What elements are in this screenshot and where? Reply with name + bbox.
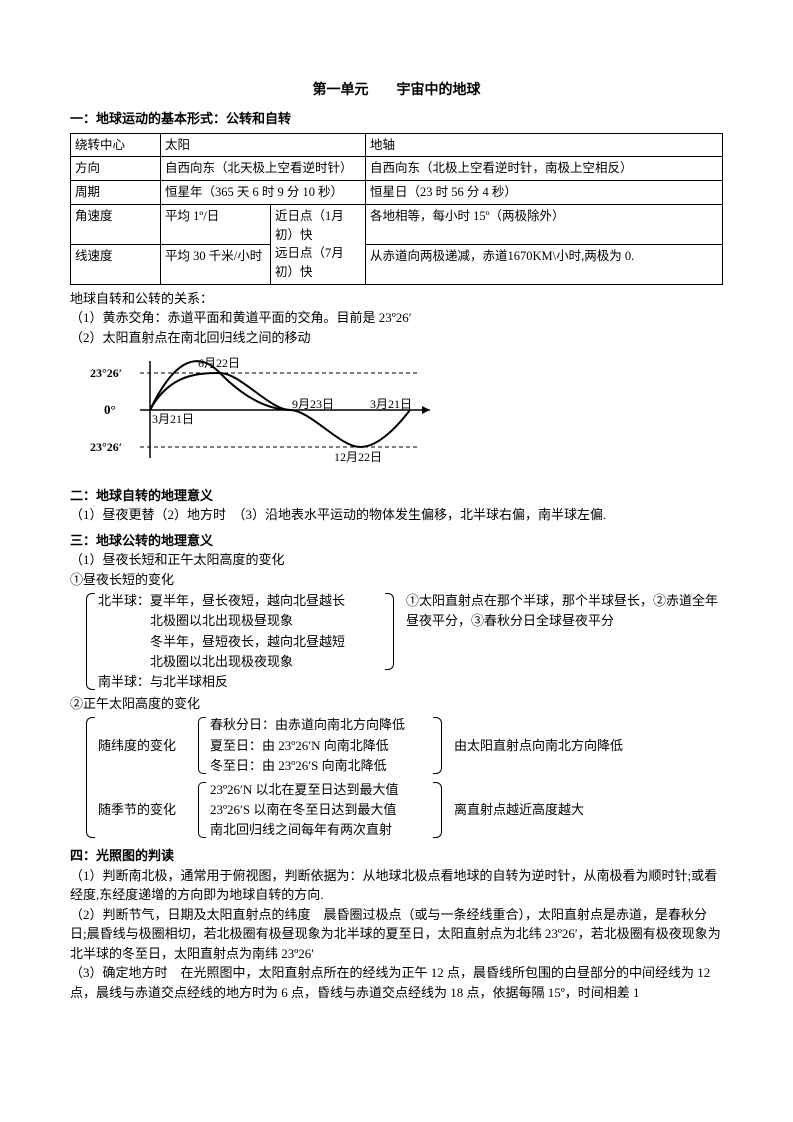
sec3-p1: （1）昼夜长短和正午太阳高度的变化 — [70, 550, 723, 570]
motion-table: 绕转中心太阳地轴 方向自西向东（北天极上空看逆时针）自西向东（北极上空看逆时针，… — [70, 133, 723, 285]
daylight-brace: 北半球：夏半年，昼长夜短，越向北昼越长 北极圈以北出现极昼现象 冬半年，昼短夜长… — [80, 591, 723, 692]
relation-text: 地球自转和公转的关系： — [70, 289, 723, 309]
sec2-p1: （1）昼夜更替（2）地方时 （3）沿地表水平运动的物体发生偏移，北半球右偏，南半… — [70, 505, 723, 525]
svg-text:3月21日: 3月21日 — [152, 412, 194, 426]
lat-label: 随纬度的变化 — [98, 736, 188, 756]
sec4-head: 四：光照图的判读 — [70, 846, 723, 866]
relation-2: （2）太阳直射点在南北回归线之间的移动 — [70, 328, 723, 348]
svg-text:3月21日: 3月21日 — [370, 397, 412, 411]
season-label: 随季节的变化 — [98, 800, 188, 820]
sec4-p2: （2）判断节气，日期及太阳直射点的纬度 晨昏圈过极点（或与一条经线重合），太阳直… — [70, 905, 723, 964]
solar-declination-diagram: 23°26′ 0° 23°26′ 3月21日 6月22日 9月23日 12月22… — [80, 353, 440, 468]
table-row: 角速度平均 1º/日近日点（1月初）快远日点（7月初）快各地相等，每小时 15º… — [71, 204, 723, 244]
sec2-head: 二：地球自转的地理意义 — [70, 486, 723, 506]
lat-right: 由太阳直射点向南北方向降低 — [454, 736, 623, 756]
table-row: 绕转中心太阳地轴 — [71, 133, 723, 157]
sec4-p1: （1）判断南北极，通常用于俯视图，判断依据为：从地球北极点看地球的自转为逆时针，… — [70, 866, 723, 905]
sec3-head: 三：地球公转的地理意义 — [70, 531, 723, 551]
table-row: 线速度平均 30 千米/小时从赤道向两极递减，赤道1670KM\小时,两极为 0… — [71, 244, 723, 284]
svg-text:0°: 0° — [104, 402, 116, 417]
svg-text:9月23日: 9月23日 — [292, 397, 334, 411]
table-row: 方向自西向东（北天极上空看逆时针）自西向东（北极上空看逆时针，南极上空相反） — [71, 157, 723, 181]
svg-text:12月22日: 12月22日 — [334, 450, 382, 464]
svg-text:6月22日: 6月22日 — [198, 356, 240, 370]
sec3-b: ②正午太阳高度的变化 — [70, 694, 723, 714]
table-row: 周期恒星年（365 天 6 时 9 分 10 秒）恒星日（23 时 56 分 4… — [71, 181, 723, 205]
sec1-head: 一：地球运动的基本形式：公转和自转 — [70, 109, 723, 129]
sec3-a: ①昼夜长短的变化 — [70, 570, 723, 590]
svg-text:23°26′: 23°26′ — [90, 440, 122, 454]
season-right: 离直射点越近高度越大 — [454, 800, 584, 820]
svg-text:23°26′: 23°26′ — [90, 366, 122, 380]
relation-1: （1）黄赤交角：赤道平面和黄道平面的交角。目前是 23º26′ — [70, 308, 723, 328]
page-title: 第一单元 宇宙中的地球 — [70, 80, 723, 101]
noon-alt-brace: 随纬度的变化 春秋分日：由赤道向南北方向降低 夏至日：由 23º26′N 向南北… — [80, 715, 723, 840]
sec4-p3: （3）确定地方时 在光照图中，太阳直射点所在的经线为正午 12 点，晨昏线所包围… — [70, 963, 723, 1002]
merged-cell: 近日点（1月初）快远日点（7月初）快 — [271, 204, 366, 284]
daylight-right: ①太阳直射点在那个半球，那个半球昼长，②赤道全年昼夜平分，③春秋分日全球昼夜平分 — [406, 591, 723, 672]
